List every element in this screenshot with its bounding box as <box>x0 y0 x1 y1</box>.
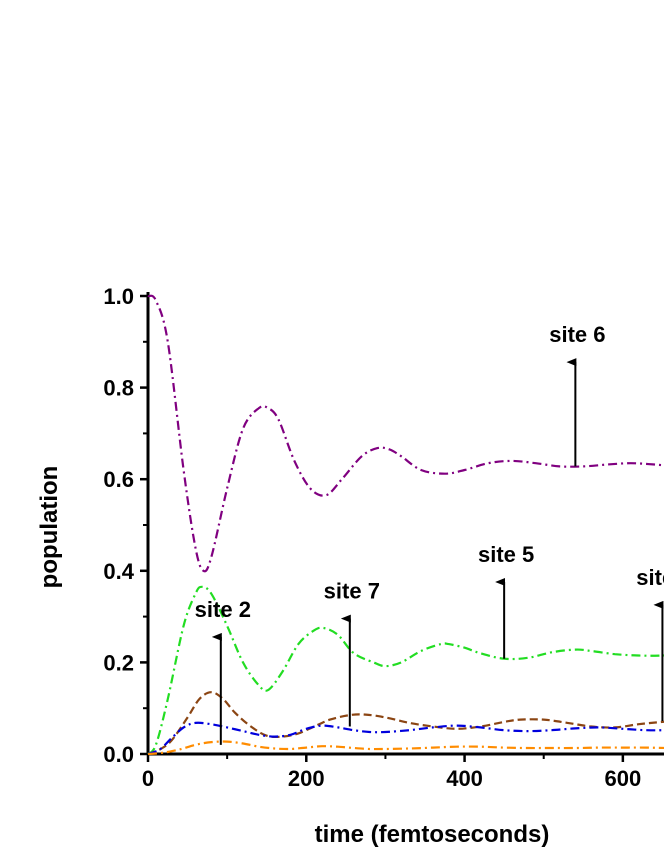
series-line-2 <box>147 585 664 755</box>
x-tick-label: 0 <box>142 766 154 791</box>
series-line-4 <box>147 721 664 756</box>
x-tick-label: 200 <box>288 766 325 791</box>
y-axis-title: population <box>36 466 63 589</box>
series-layer <box>147 294 664 756</box>
y-tick-label: 0.8 <box>103 376 134 401</box>
y-tick-label: 0.6 <box>103 467 134 492</box>
x-axis-title: time (femtoseconds) <box>315 821 550 848</box>
series-line-1 <box>147 294 664 573</box>
axes: 0 200 400 600 0.0 0.2 0.4 0.6 0.8 1.0 <box>103 284 664 791</box>
x-tick-label: 600 <box>604 766 641 791</box>
annotation-layer: site 6 site 5 site 7 site 2 site 4 <box>195 322 664 745</box>
series-line-3 <box>147 691 664 756</box>
y-tick-label: 0.2 <box>103 650 134 675</box>
y-tick-label: 0.4 <box>103 559 134 584</box>
series-line-5 <box>147 740 664 756</box>
x-tick-label: 400 <box>446 766 483 791</box>
annotation-label: site 4 <box>636 565 664 590</box>
y-tick-label: 0.0 <box>103 742 134 767</box>
annotation-label: site 6 <box>549 322 605 347</box>
annotation-label: site 7 <box>324 579 380 604</box>
y-tick-label: 1.0 <box>103 284 134 309</box>
annotation-label: site 5 <box>478 542 534 567</box>
annotation-label: site 2 <box>195 597 251 622</box>
